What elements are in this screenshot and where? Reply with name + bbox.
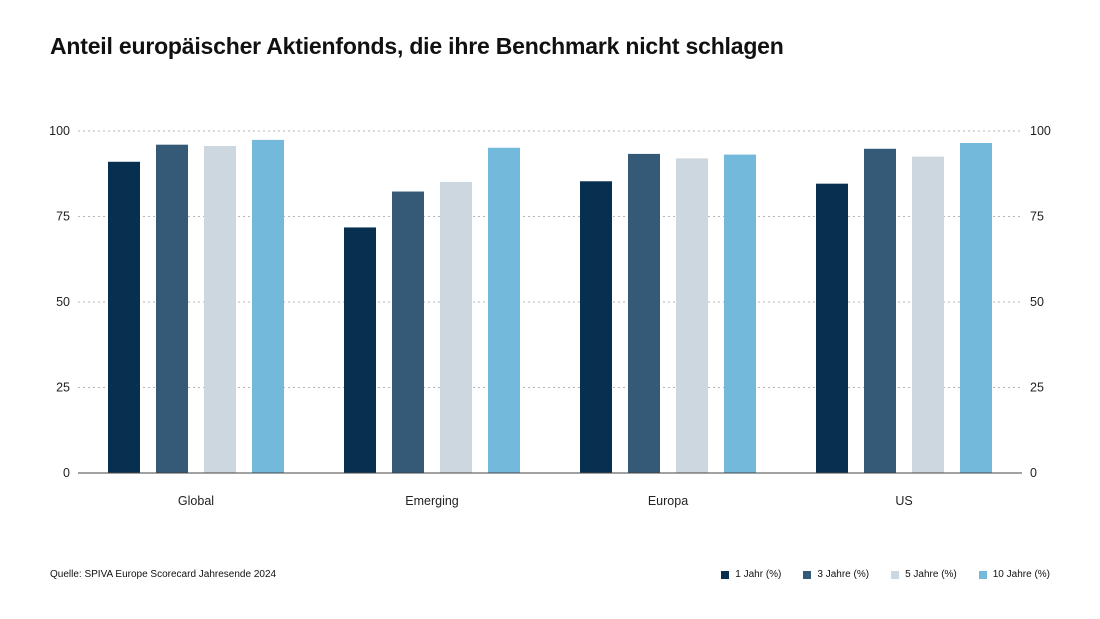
y-tick-label-right: 100	[1030, 124, 1051, 138]
y-tick-label-left: 75	[56, 210, 70, 224]
bar-us-series-4	[960, 142, 992, 473]
legend-item: 1 Jahr (%)	[721, 569, 781, 580]
legend: 1 Jahr (%) 3 Jahre (%) 5 Jahre (%) 10 Jahre…	[721, 569, 1050, 580]
x-category-label: Global	[178, 494, 214, 508]
bar-europa-series-1	[580, 181, 612, 474]
bar-us-series-3	[912, 156, 944, 473]
x-category-label: Emerging	[405, 494, 459, 508]
legend-swatch	[891, 570, 900, 579]
legend-swatch	[721, 570, 730, 579]
legend-item: 10 Jahre (%)	[978, 569, 1050, 580]
legend-label: 1 Jahr (%)	[735, 569, 782, 580]
bars	[108, 139, 992, 474]
bar-global-series-2	[156, 144, 188, 473]
y-tick-label-left: 0	[63, 466, 70, 480]
bar-europa-series-4	[724, 154, 756, 473]
bar-emerging-series-1	[344, 227, 376, 473]
y-tick-label-right: 50	[1030, 295, 1044, 309]
x-category-label: US	[895, 494, 912, 508]
bar-global-series-1	[108, 161, 140, 473]
y-tick-label-left: 25	[56, 381, 70, 395]
y-tick-label-right: 75	[1030, 210, 1044, 224]
bar-europa-series-3	[676, 158, 708, 474]
bar-europa-series-2	[628, 153, 660, 473]
y-tick-label-left: 50	[56, 295, 70, 309]
y-tick-label-right: 25	[1030, 381, 1044, 395]
bar-emerging-series-3	[440, 181, 472, 473]
x-axis-categories: Global Emerging Europa US	[178, 494, 913, 508]
source-note: Quelle: SPIVA Europe Scorecard Jahresend…	[50, 569, 277, 580]
legend-item: 3 Jahre (%)	[803, 569, 869, 580]
bar-emerging-series-2	[392, 191, 424, 473]
y-axis-left: 0 25 50 75 100	[49, 124, 70, 480]
chart-title: Anteil europäischer Aktienfonds, die ihr…	[50, 33, 784, 59]
y-axis-right: 0 25 50 75 100	[1030, 124, 1051, 480]
bar-us-series-2	[864, 148, 896, 473]
bar-us-series-1	[816, 183, 848, 473]
legend-label: 10 Jahre (%)	[992, 569, 1050, 580]
bar-global-series-4	[252, 139, 284, 473]
bar-global-series-3	[204, 146, 236, 473]
y-tick-label-left: 100	[49, 124, 70, 138]
y-tick-label-right: 0	[1030, 466, 1037, 480]
bar-emerging-series-4	[488, 147, 520, 473]
x-category-label: Europa	[648, 494, 688, 508]
legend-label: 3 Jahre (%)	[817, 569, 870, 580]
legend-swatch	[978, 570, 987, 579]
legend-label: 5 Jahre (%)	[905, 569, 957, 580]
legend-swatch	[803, 570, 812, 579]
legend-item: 5 Jahre (%)	[891, 569, 957, 580]
